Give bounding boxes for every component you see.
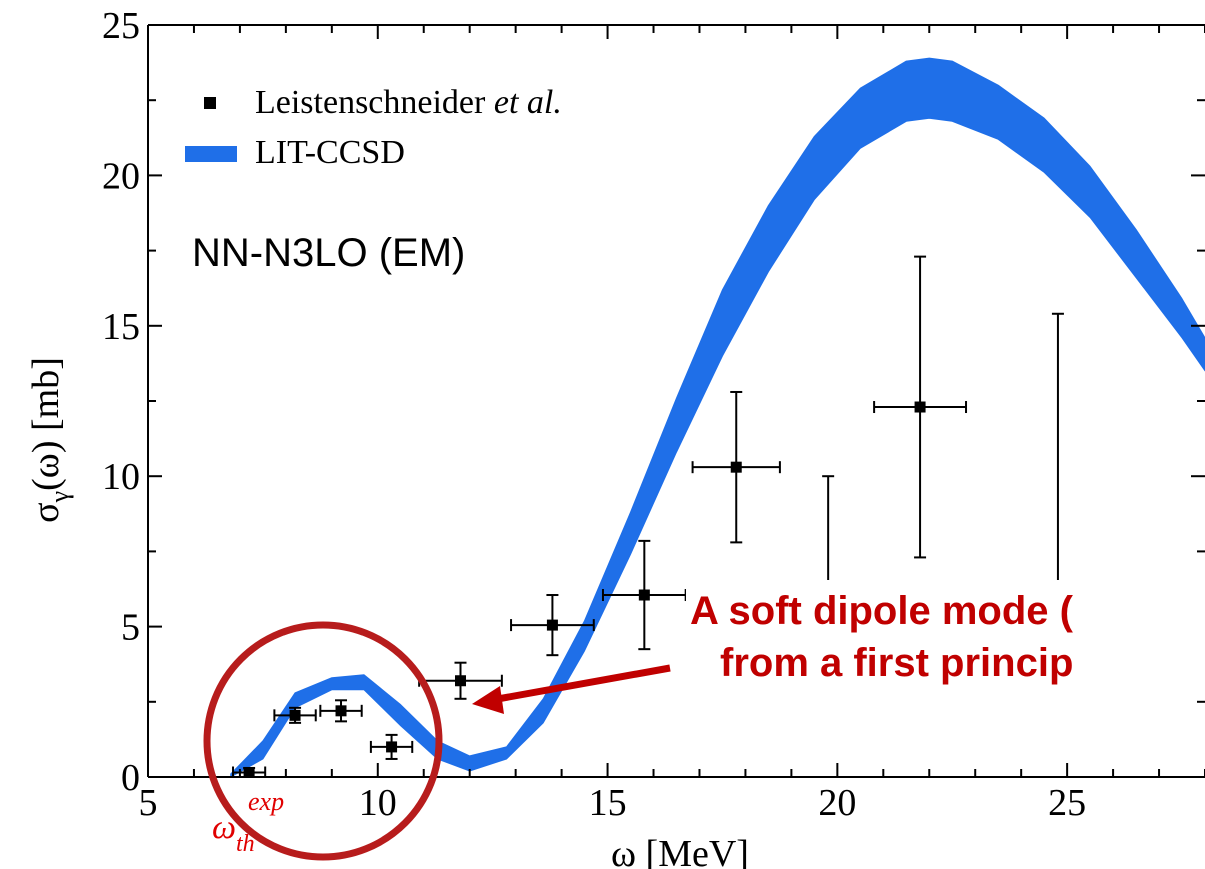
y-label-rest: (ω) [mb] xyxy=(25,357,67,491)
data-marker xyxy=(914,401,926,413)
y-tick-label: 20 xyxy=(102,155,140,197)
legend-square-marker xyxy=(204,97,216,109)
arrow-head xyxy=(472,686,504,714)
data-marker xyxy=(730,461,742,473)
y-label-sigma: σ xyxy=(25,502,67,522)
x-tick-label: 15 xyxy=(589,782,627,824)
data-marker xyxy=(546,619,558,631)
vertical-errorbar xyxy=(1051,312,1064,612)
data-point xyxy=(319,699,363,723)
data-marker xyxy=(455,675,467,687)
callout-line-1: A soft dipole mode ( xyxy=(690,589,1074,633)
threshold-omega: ω xyxy=(212,809,236,846)
callout-backing-2 xyxy=(716,633,1205,685)
data-marker xyxy=(243,766,255,777)
data-point xyxy=(273,706,317,724)
data-point xyxy=(369,733,414,760)
threshold-sup: exp xyxy=(248,787,284,816)
legend-band-swatch xyxy=(185,146,237,162)
data-marker xyxy=(386,741,398,753)
y-tick-label: 0 xyxy=(121,757,140,799)
highlight-circle xyxy=(203,621,443,861)
data-point xyxy=(873,255,968,559)
callout-line-2: from a first princip xyxy=(720,641,1073,685)
y-axis-label: σγ(ω) [mb] xyxy=(25,357,74,523)
lit-ccsd-band xyxy=(230,57,1205,777)
data-point xyxy=(510,594,595,657)
model-label: NN-N3LO (EM) xyxy=(192,231,465,275)
y-tick-label: 25 xyxy=(102,5,140,47)
x-axis-label: ω [MeV] xyxy=(611,833,749,869)
threshold-sub: th xyxy=(236,831,255,857)
data-point xyxy=(691,390,781,544)
legend: Leistenschneider et al. LIT-CCSD xyxy=(185,84,562,171)
y-tick-label: 15 xyxy=(102,306,140,348)
x-tick-label: 25 xyxy=(1048,782,1086,824)
legend-label-points: Leistenschneider et al. xyxy=(255,84,562,121)
plot-area xyxy=(230,57,1205,777)
data-marker xyxy=(638,589,650,601)
arrow-shaft xyxy=(491,664,671,704)
x-tick-label: 20 xyxy=(818,782,856,824)
x-tick-label: 10 xyxy=(359,782,397,824)
data-point xyxy=(601,539,687,651)
y-tick-label: 10 xyxy=(102,456,140,498)
y-label-subscript: γ xyxy=(45,491,74,504)
legend-label-band: LIT-CCSD xyxy=(255,134,405,171)
callout-arrow xyxy=(472,664,671,714)
data-marker xyxy=(289,709,301,721)
x-tick-label: 5 xyxy=(139,782,158,824)
legend-label-main: Leistenschneider xyxy=(255,84,494,121)
legend-label-italic: et al. xyxy=(494,84,562,121)
y-tick-label: 5 xyxy=(121,607,140,649)
data-marker xyxy=(335,705,347,717)
callout-backing-1 xyxy=(686,580,1205,632)
